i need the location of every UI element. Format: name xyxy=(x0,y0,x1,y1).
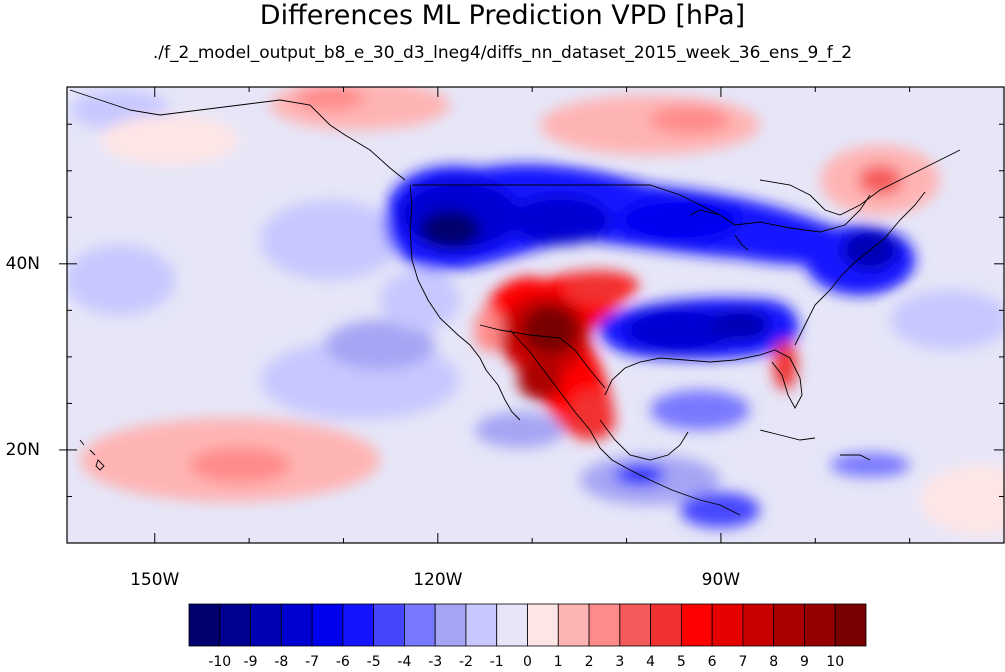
colorbar-label: -10 xyxy=(208,654,232,670)
field-patch xyxy=(570,390,610,440)
field-patch xyxy=(650,106,730,134)
colorbar-label: -2 xyxy=(458,654,473,670)
colorbar-box xyxy=(527,603,559,647)
field-patch xyxy=(67,245,175,315)
field-patch xyxy=(625,308,735,352)
field-patch xyxy=(890,290,1004,350)
colorbar-label: -7 xyxy=(305,654,320,670)
field-patch xyxy=(474,308,502,352)
map-title: Differences ML Prediction VPD [hPa] xyxy=(259,0,746,31)
lon-label: 90W xyxy=(701,570,741,590)
field-patch xyxy=(680,492,760,528)
colorbar-box xyxy=(557,603,590,647)
gulf-coastline xyxy=(604,349,803,409)
field-patch xyxy=(190,447,290,483)
field-patch xyxy=(710,309,770,341)
colorbar-label: -8 xyxy=(274,654,289,670)
field-patch xyxy=(260,200,400,280)
colorbar-label: -6 xyxy=(335,654,350,670)
colorbar-box xyxy=(188,603,221,647)
us-mexico-border xyxy=(479,324,606,389)
us-west-coastline xyxy=(409,184,521,421)
field-patch xyxy=(510,195,610,245)
mexico-pacific-coastline xyxy=(509,329,741,516)
lake-michigan-outline xyxy=(734,234,749,251)
alaska-coastline xyxy=(69,89,406,181)
colorbar-box xyxy=(496,603,528,647)
lat-label: 20N xyxy=(5,439,40,460)
coastlines xyxy=(69,89,961,516)
hawaii-coastline xyxy=(79,439,105,471)
hispaniola-coastline xyxy=(840,454,871,461)
axis-ticks xyxy=(59,87,1004,543)
colorbar-label: -5 xyxy=(366,654,381,670)
lon-label: 150W xyxy=(130,570,180,590)
field-patch xyxy=(650,390,750,430)
colorbar-box xyxy=(804,603,836,647)
canada-coastline xyxy=(759,149,961,216)
field-patch xyxy=(100,115,240,165)
colorbar-box xyxy=(711,603,744,647)
us-east-coastline xyxy=(794,191,926,346)
field-patch xyxy=(420,210,480,250)
colorbar-label: -9 xyxy=(243,654,258,670)
field-patch xyxy=(295,87,365,110)
colorbar-label: 1 xyxy=(553,654,563,670)
colorbar-box xyxy=(219,603,251,647)
colorbar-label: -3 xyxy=(428,654,443,670)
yucatan-coastline xyxy=(599,419,689,461)
field-patch xyxy=(475,412,565,448)
colorbar-box xyxy=(404,603,436,647)
colorbar-label: -1 xyxy=(489,654,504,670)
colorbar-box xyxy=(650,603,682,647)
colorbar-box xyxy=(465,603,498,647)
colorbar-box xyxy=(588,603,621,647)
colorbar-box xyxy=(619,603,651,647)
colorbar-label: 3 xyxy=(615,654,625,670)
colorbar-box xyxy=(250,603,282,647)
colorbar-label: 5 xyxy=(676,654,686,670)
colorbar-label: 7 xyxy=(738,654,748,670)
colorbar-box xyxy=(373,603,405,647)
field-patch xyxy=(325,320,435,370)
field-patch xyxy=(522,305,578,355)
colorbar-box xyxy=(434,603,467,647)
colorbar-box xyxy=(773,603,805,647)
field-patch xyxy=(565,276,625,304)
colorbar-box xyxy=(311,603,344,647)
map-subtitle: ./f_2_model_output_b8_e_30_d3_lneg4/diff… xyxy=(152,43,853,63)
cuba-coastline xyxy=(759,429,816,441)
field-patch xyxy=(858,165,902,195)
field-patch xyxy=(518,360,562,400)
colorbar-label: 10 xyxy=(826,654,845,670)
colorbar-label: -4 xyxy=(397,654,412,670)
lat-label: 40N xyxy=(5,253,40,274)
colorbar-box xyxy=(342,603,375,647)
lake-superior-outline xyxy=(689,209,721,216)
colorbar-box xyxy=(680,603,713,647)
colorbar-label: 9 xyxy=(799,654,809,670)
field-patch xyxy=(380,270,460,330)
colorbar-box xyxy=(834,603,867,647)
field-patch xyxy=(830,453,910,477)
colorbar-label: 2 xyxy=(584,654,594,670)
colorbar-label: 0 xyxy=(523,654,532,670)
colorbar-label: 4 xyxy=(646,654,656,670)
colorbar-box xyxy=(742,603,775,647)
colorbar-label: 6 xyxy=(707,654,717,670)
plot-frame xyxy=(66,86,1005,544)
field-patch xyxy=(920,465,1004,535)
field-patch xyxy=(620,198,740,242)
lon-label: 120W xyxy=(413,570,463,590)
colorbar-label: 8 xyxy=(769,654,779,670)
colorbar-box xyxy=(280,603,313,647)
